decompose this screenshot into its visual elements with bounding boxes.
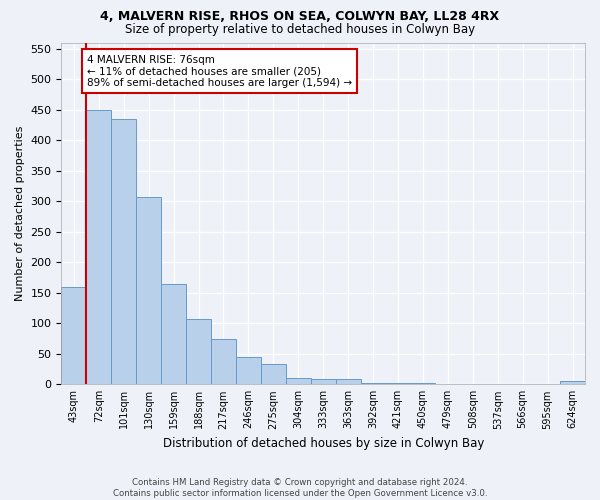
Bar xyxy=(111,119,136,384)
Text: Size of property relative to detached houses in Colwyn Bay: Size of property relative to detached ho… xyxy=(125,22,475,36)
Text: 4 MALVERN RISE: 76sqm
← 11% of detached houses are smaller (205)
89% of semi-det: 4 MALVERN RISE: 76sqm ← 11% of detached … xyxy=(87,54,352,88)
Bar xyxy=(286,378,311,384)
Text: Contains HM Land Registry data © Crown copyright and database right 2024.
Contai: Contains HM Land Registry data © Crown c… xyxy=(113,478,487,498)
Bar xyxy=(211,339,236,384)
X-axis label: Distribution of detached houses by size in Colwyn Bay: Distribution of detached houses by size … xyxy=(163,437,484,450)
Bar xyxy=(311,379,335,384)
Text: 4, MALVERN RISE, RHOS ON SEA, COLWYN BAY, LL28 4RX: 4, MALVERN RISE, RHOS ON SEA, COLWYN BAY… xyxy=(100,10,500,23)
Y-axis label: Number of detached properties: Number of detached properties xyxy=(15,126,25,301)
Bar xyxy=(161,284,186,384)
Bar xyxy=(261,364,286,384)
Bar xyxy=(236,358,261,384)
Bar xyxy=(335,379,361,384)
Bar xyxy=(386,383,410,384)
Bar xyxy=(186,319,211,384)
Bar xyxy=(361,383,386,384)
Bar xyxy=(86,110,111,384)
Bar xyxy=(61,286,86,384)
Bar xyxy=(136,197,161,384)
Bar xyxy=(560,382,585,384)
Bar xyxy=(410,383,436,384)
